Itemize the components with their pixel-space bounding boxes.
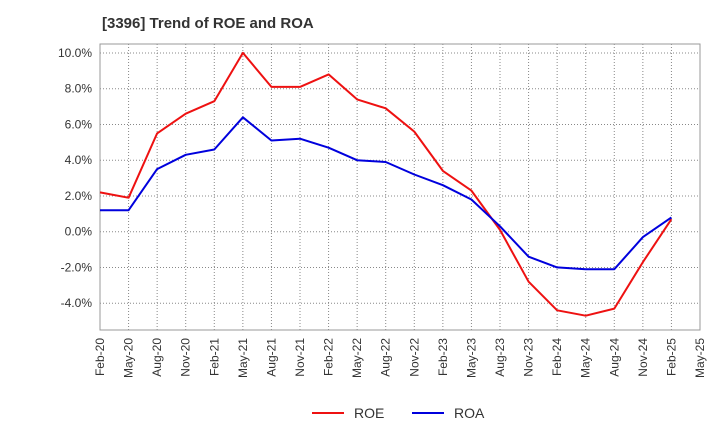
x-tick-label: Feb-23	[436, 338, 450, 376]
series-lines	[99, 51, 673, 317]
grid-lines	[99, 44, 701, 330]
x-tick-label: May-20	[122, 338, 136, 378]
x-tick-label: May-24	[579, 338, 593, 378]
legend: ROE ROA	[312, 405, 485, 421]
x-tick-label: May-25	[693, 338, 707, 378]
x-tick-label: Nov-20	[179, 338, 193, 377]
x-tick-label: Aug-22	[379, 338, 393, 377]
chart-title: [3396] Trend of ROE and ROA	[102, 15, 314, 32]
y-tick-label: 10.0%	[58, 46, 92, 60]
x-tick-label: Feb-24	[550, 338, 564, 376]
y-tick-label: -2.0%	[61, 260, 93, 274]
series-line-roe	[99, 51, 673, 317]
x-tick-label: Feb-21	[207, 338, 221, 376]
y-tick-label: 0.0%	[65, 225, 93, 239]
x-tick-label: Nov-21	[293, 338, 307, 377]
legend-label-roa: ROA	[454, 405, 485, 421]
x-tick-label: Aug-23	[493, 338, 507, 377]
x-tick-label: Nov-24	[636, 338, 650, 377]
y-tick-labels: 10.0% 8.0% 6.0% 4.0% 2.0% 0.0% -2.0% -4.0%	[58, 46, 92, 310]
x-tick-label: Feb-22	[322, 338, 336, 376]
series-line-roa	[100, 116, 672, 271]
plot-area-border	[99, 43, 701, 331]
x-tick-label: Nov-22	[407, 338, 421, 377]
x-tick-label: Nov-23	[522, 338, 536, 377]
y-tick-label: 2.0%	[65, 189, 93, 203]
x-tick-label: Aug-20	[150, 338, 164, 377]
y-tick-label: -4.0%	[61, 296, 93, 310]
x-tick-label: May-23	[464, 338, 478, 378]
x-tick-label: May-22	[350, 338, 364, 378]
x-tick-label: Aug-21	[264, 338, 278, 377]
x-tick-labels: Feb-20 May-20 Aug-20 Nov-20 Feb-21 May-21 Aug-…	[93, 338, 707, 378]
x-tick-label: May-21	[236, 338, 250, 378]
y-tick-label: 4.0%	[65, 153, 93, 167]
x-tick-label: Feb-25	[664, 338, 678, 376]
y-tick-label: 8.0%	[65, 82, 93, 96]
axes	[99, 43, 701, 331]
x-tick-label: Feb-20	[93, 338, 107, 376]
y-tick-label: 6.0%	[65, 117, 93, 131]
legend-label-roe: ROE	[354, 405, 384, 421]
x-tick-label: Aug-24	[607, 338, 621, 377]
